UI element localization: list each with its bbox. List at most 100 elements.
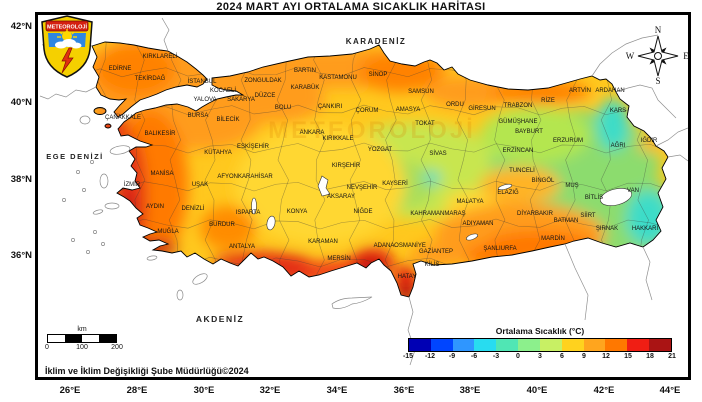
province-label: KOCAELİ [210, 87, 236, 94]
province-label: BİNGÖL [532, 177, 555, 184]
compass-letter-w: W [626, 51, 635, 61]
province-label: ORDU [446, 102, 464, 108]
legend-color-segment [627, 339, 650, 351]
legend-tick-label: 9 [582, 353, 586, 360]
province-label: NEVŞEHİR [347, 184, 378, 191]
lat-tick-label: 36°N [10, 250, 32, 261]
lightning-icon [61, 47, 74, 74]
province-label: BATMAN [554, 218, 579, 224]
province-label: MUŞ [565, 183, 578, 189]
lon-tick-label: 26°E [59, 385, 81, 396]
province-label: YALOVA [193, 97, 216, 103]
province-label: ARDAHAN [595, 88, 624, 94]
province-label: KIRKLARELİ [143, 53, 178, 60]
legend-colorbar [408, 338, 672, 352]
legend-color-segment [474, 339, 497, 351]
province-label: SAKARYA [227, 97, 255, 103]
lon-tick-label: 28°E [126, 385, 148, 396]
province-label: TRABZON [504, 103, 533, 109]
province-label: İZMİR [124, 181, 141, 188]
lat-tick-label: 42°N [10, 21, 32, 32]
province-label: KONYA [287, 209, 308, 215]
scalebar-unit: km [77, 326, 87, 333]
province-label: ÇORUM [356, 108, 379, 114]
province-label: DÜZCE [255, 92, 276, 99]
province-label: AĞRI [611, 142, 626, 149]
province-label: ÇANKIRI [318, 104, 343, 110]
province-label: BURDUR [209, 222, 235, 228]
province-label: İSTANBUL [188, 78, 218, 85]
province-label: HATAY [398, 274, 417, 280]
province-label: BİLECİK [216, 116, 239, 123]
province-label: ÇANAKKALE [105, 115, 141, 121]
lon-tick-label: 36°E [393, 385, 415, 396]
province-label: OSMANİYE [394, 242, 426, 249]
sea-label: KARADENİZ [346, 37, 407, 46]
legend-tick-label: -3 [492, 353, 500, 360]
province-label: SİNOP [369, 71, 388, 78]
province-label: ERZİNCAN [503, 147, 534, 154]
province-label: ŞIRNAK [596, 226, 618, 232]
legend-color-segment [649, 339, 671, 351]
province-label: HAKKARİ [632, 225, 659, 232]
province-label: BARTIN [294, 68, 316, 74]
scalebar-tick-label: 0 [45, 344, 49, 351]
legend-color-segment [583, 339, 606, 351]
province-label: TUNCELİ [509, 167, 535, 174]
province-label: SAMSUN [408, 89, 434, 95]
province-label: BURSA [188, 113, 209, 119]
legend-tick-label: 18 [646, 353, 654, 360]
province-label: ZONGULDAK [244, 78, 281, 84]
lakes [251, 175, 632, 241]
province-label: IĞDIR [641, 137, 658, 144]
lon-tick-label: 44°E [659, 385, 681, 396]
compass-letter-s: S [655, 76, 660, 86]
temperature-legend: Ortalama Sıcaklık (°C) -15 -12 -9 -6 -3 0 3 6 9 1… [402, 326, 676, 363]
province-label: KARAMAN [308, 239, 338, 245]
province-label: EDİRNE [109, 65, 132, 72]
footer-credit: İklim ve İklim Değişikliği Şube Müdürlüğ… [45, 366, 249, 376]
province-label: BAYBURT [515, 129, 543, 135]
province-label: RİZE [541, 97, 555, 104]
legend-color-segment [430, 339, 453, 351]
province-label: ANKARA [300, 130, 325, 136]
legend-color-segment [539, 339, 562, 351]
lon-tick-label: 30°E [193, 385, 215, 396]
cyprus-outline [331, 296, 373, 309]
province-label: ESKİŞEHİR [237, 143, 270, 150]
lon-tick-label: 34°E [326, 385, 348, 396]
province-label: ELAZIĞ [497, 189, 519, 196]
province-label: ADIYAMAN [463, 221, 494, 227]
scalebar-tick-label: 100 [76, 344, 88, 351]
province-label: MALATYA [456, 199, 483, 205]
scalebar-bar [47, 334, 117, 343]
compass-letter-n: N [655, 25, 662, 35]
province-label: SİVAS [429, 150, 446, 157]
legend-tick-label: 15 [624, 353, 632, 360]
legend-tick-label: -15 [402, 353, 414, 360]
legend-tick-label: 12 [602, 353, 610, 360]
page-title: 2024 MART AYI ORTALAMA SICAKLIK HARİTASI [216, 1, 486, 13]
province-label: GİRESUN [468, 105, 495, 112]
cloud-icon [55, 39, 82, 49]
province-label: KARS [610, 108, 626, 114]
sea-labels: KARADENİZ EGE DENİZİ AKDENİZ [46, 37, 407, 324]
lat-tick-label: 40°N [10, 97, 32, 108]
sun-icon [62, 31, 72, 41]
province-label: MANİSA [150, 170, 173, 177]
province-label: KIRŞEHİR [332, 162, 361, 169]
turkey-temperature-map: METEOROLOJİ KARADENİZ EGE DENİZİ AKDENİZ E… [39, 17, 688, 366]
province-label: SİİRT [580, 212, 596, 219]
province-label: NİĞDE [353, 208, 372, 215]
logo-banner-text: METEOROLOJİ [47, 24, 88, 31]
compass-rose-icon: N E S W [626, 25, 688, 86]
province-label: KAYSERİ [382, 180, 408, 187]
province-label: MARDİN [541, 235, 565, 242]
province-label: KİLİS [425, 261, 440, 268]
province-label: ŞANLIURFA [483, 246, 516, 252]
province-label: AFYONKARAHİSAR [217, 173, 273, 180]
province-label: KAHRAMANMARAŞ [410, 211, 465, 217]
legend-color-segment [605, 339, 628, 351]
lon-tick-label: 40°E [526, 385, 548, 396]
